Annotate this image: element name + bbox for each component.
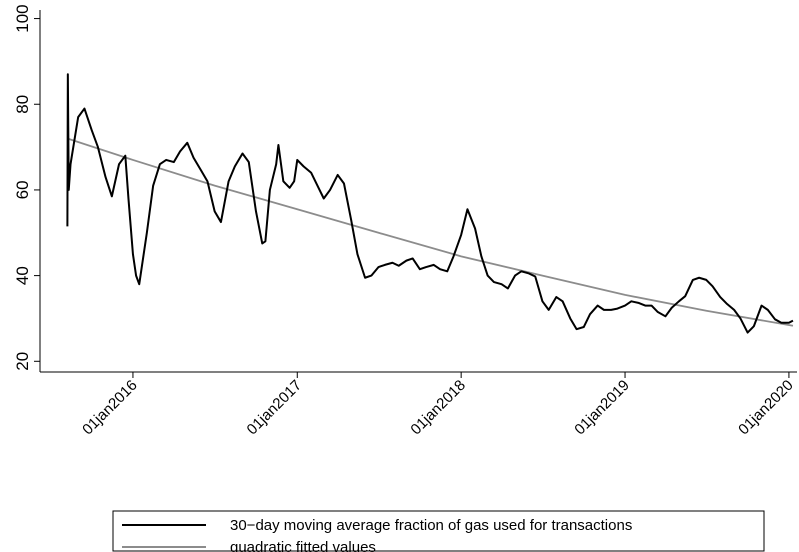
data-line (67, 137, 794, 327)
y-tick-label: 100 (13, 4, 32, 32)
legend-label: quadratic fitted values (230, 539, 376, 552)
y-tick-label: 20 (13, 352, 32, 371)
data-line (66, 73, 794, 334)
legend-box (112, 510, 765, 552)
y-tick-label: 60 (13, 180, 32, 199)
x-tick-label: 01jan2018 (407, 377, 469, 439)
x-tick-label: 01jan2020 (735, 377, 797, 439)
x-tick-label: 01jan2017 (244, 377, 306, 439)
legend-label: 30−day moving average fraction of gas us… (230, 517, 632, 534)
y-tick-label: 80 (13, 95, 32, 114)
x-tick-label: 01jan2016 (79, 377, 141, 439)
y-tick-label: 40 (13, 266, 32, 285)
x-tick-label: 01jan2019 (571, 377, 633, 439)
